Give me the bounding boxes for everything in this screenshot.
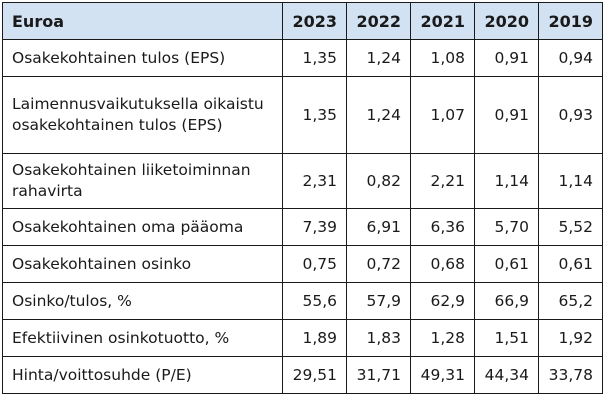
cell-value: 66,9	[474, 282, 539, 320]
cell-value: 2,31	[282, 153, 347, 209]
cell-value: 29,51	[282, 356, 347, 394]
cell-value: 1,35	[282, 39, 347, 77]
row-label: Osakekohtainen osinko	[2, 245, 283, 283]
cell-value: 1,83	[346, 319, 411, 357]
cell-value: 31,71	[346, 356, 411, 394]
header-year: 2020	[474, 2, 539, 40]
cell-value: 44,34	[474, 356, 539, 394]
table-row: Osakekohtainen osinko 0,75 0,72 0,68 0,6…	[2, 245, 603, 283]
cell-value: 0,91	[474, 39, 539, 77]
header-label: Euroa	[2, 2, 283, 40]
cell-value: 1,24	[346, 39, 411, 77]
per-share-data-table: Euroa 2023 2022 2021 2020 2019 Osakekoht…	[2, 2, 603, 394]
table-row: Osakekohtainen liiketoiminnan rahavirta …	[2, 153, 603, 209]
cell-value: 2,21	[410, 153, 475, 209]
row-label: Efektiivinen osinkotuotto, %	[2, 319, 283, 357]
cell-value: 6,36	[410, 208, 475, 246]
table-row: Laimennusvaikutuksella oikaistu osakekoh…	[2, 76, 603, 154]
header-year: 2022	[346, 2, 411, 40]
cell-value: 5,52	[538, 208, 603, 246]
cell-value: 65,2	[538, 282, 603, 320]
table-body: Osakekohtainen tulos (EPS) 1,35 1,24 1,0…	[2, 39, 603, 394]
cell-value: 1,35	[282, 76, 347, 154]
cell-value: 1,07	[410, 76, 475, 154]
cell-value: 0,93	[538, 76, 603, 154]
cell-value: 6,91	[346, 208, 411, 246]
row-label: Osakekohtainen liiketoiminnan rahavirta	[2, 153, 283, 209]
cell-value: 62,9	[410, 282, 475, 320]
cell-value: 33,78	[538, 356, 603, 394]
cell-value: 0,91	[474, 76, 539, 154]
cell-value: 1,51	[474, 319, 539, 357]
row-label: Hinta/voittosuhde (P/E)	[2, 356, 283, 394]
header-year: 2021	[410, 2, 475, 40]
table-row: Osakekohtainen oma pääoma 7,39 6,91 6,36…	[2, 208, 603, 246]
cell-value: 0,61	[474, 245, 539, 283]
cell-value: 1,08	[410, 39, 475, 77]
cell-value: 1,24	[346, 76, 411, 154]
cell-value: 1,14	[538, 153, 603, 209]
table-container: Euroa 2023 2022 2021 2020 2019 Osakekoht…	[2, 2, 603, 394]
cell-value: 1,14	[474, 153, 539, 209]
cell-value: 55,6	[282, 282, 347, 320]
cell-value: 1,92	[538, 319, 603, 357]
cell-value: 0,75	[282, 245, 347, 283]
cell-value: 1,28	[410, 319, 475, 357]
header-year: 2019	[538, 2, 603, 40]
table-row: Osakekohtainen tulos (EPS) 1,35 1,24 1,0…	[2, 39, 603, 77]
cell-value: 0,68	[410, 245, 475, 283]
cell-value: 1,89	[282, 319, 347, 357]
cell-value: 57,9	[346, 282, 411, 320]
row-label: Osakekohtainen oma pääoma	[2, 208, 283, 246]
cell-value: 0,94	[538, 39, 603, 77]
table-row: Osinko/tulos, % 55,6 57,9 62,9 66,9 65,2	[2, 282, 603, 320]
table-row: Hinta/voittosuhde (P/E) 29,51 31,71 49,3…	[2, 356, 603, 394]
cell-value: 49,31	[410, 356, 475, 394]
row-label: Laimennusvaikutuksella oikaistu osakekoh…	[2, 76, 283, 154]
row-label: Osinko/tulos, %	[2, 282, 283, 320]
cell-value: 0,72	[346, 245, 411, 283]
table-header: Euroa 2023 2022 2021 2020 2019	[2, 2, 603, 40]
header-year: 2023	[282, 2, 347, 40]
table-row: Efektiivinen osinkotuotto, % 1,89 1,83 1…	[2, 319, 603, 357]
cell-value: 0,61	[538, 245, 603, 283]
header-row: Euroa 2023 2022 2021 2020 2019	[2, 2, 603, 40]
cell-value: 5,70	[474, 208, 539, 246]
row-label: Osakekohtainen tulos (EPS)	[2, 39, 283, 77]
cell-value: 0,82	[346, 153, 411, 209]
cell-value: 7,39	[282, 208, 347, 246]
